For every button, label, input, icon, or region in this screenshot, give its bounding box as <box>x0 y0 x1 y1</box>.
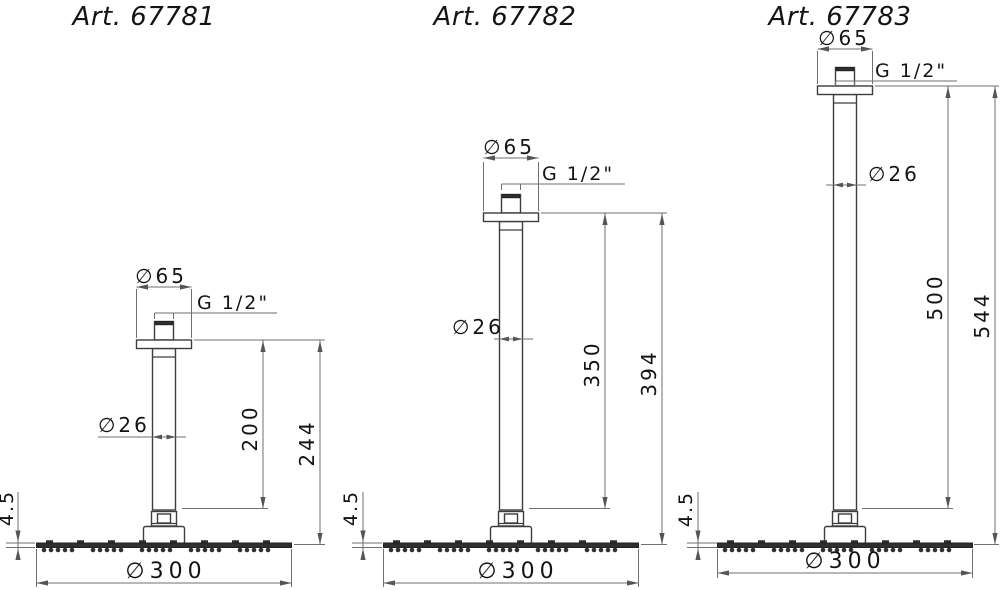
shower-geometry <box>37 320 292 551</box>
dim-label-head-diameter: ∅300 <box>804 549 885 574</box>
shower-geometry <box>384 193 639 551</box>
dimensions: ∅65 G 1/2" ∅26 500 544 4.5 ∅300 <box>675 26 999 578</box>
dimensions: ∅65 G 1/2" ∅26 350 394 4.5 ∅300 <box>340 135 667 587</box>
dim-label-thread: G 1/2" <box>875 60 947 82</box>
dim-label-arm-length: 350 <box>580 340 604 387</box>
dim-label-total-height: 544 <box>970 291 994 338</box>
figure-art-67782: Art. 67782 <box>340 2 667 587</box>
shower-geometry <box>718 66 973 551</box>
figure-title: Art. 67781 <box>71 2 216 32</box>
dim-label-arm-length: 200 <box>238 404 262 451</box>
dim-label-total-height: 394 <box>637 349 661 396</box>
dim-label-flange-diameter: ∅65 <box>818 26 870 50</box>
figure-art-67783: Art. 67783 <box>675 2 999 578</box>
figure-title: Art. 67783 <box>767 2 912 32</box>
shower-arm-pipe <box>498 220 524 511</box>
dim-label-pipe-diameter: ∅26 <box>98 413 150 437</box>
dim-label-plate-thickness: 4.5 <box>0 490 18 526</box>
figure-title: Art. 67782 <box>432 2 577 32</box>
dimensions: ∅65 G 1/2" ∅26 200 244 4.5 ∅300 <box>0 264 325 587</box>
shower-arm-pipe <box>832 93 858 511</box>
dim-label-flange-diameter: ∅65 <box>135 264 187 288</box>
dim-label-arm-length: 500 <box>923 273 947 320</box>
dim-label-total-height: 244 <box>295 419 319 466</box>
dim-label-plate-thickness: 4.5 <box>340 490 362 526</box>
dim-label-head-diameter: ∅300 <box>477 559 558 584</box>
dim-label-thread: G 1/2" <box>197 292 269 314</box>
dim-label-pipe-diameter: ∅26 <box>452 315 504 339</box>
figure-art-67781: Art. 67781 <box>0 2 325 587</box>
dim-label-head-diameter: ∅300 <box>125 559 206 584</box>
dim-label-flange-diameter: ∅65 <box>483 135 535 159</box>
dim-label-plate-thickness: 4.5 <box>675 491 697 527</box>
dim-label-pipe-diameter: ∅26 <box>868 162 920 186</box>
dim-label-thread: G 1/2" <box>542 163 614 185</box>
shower-arm-pipe <box>151 347 177 511</box>
